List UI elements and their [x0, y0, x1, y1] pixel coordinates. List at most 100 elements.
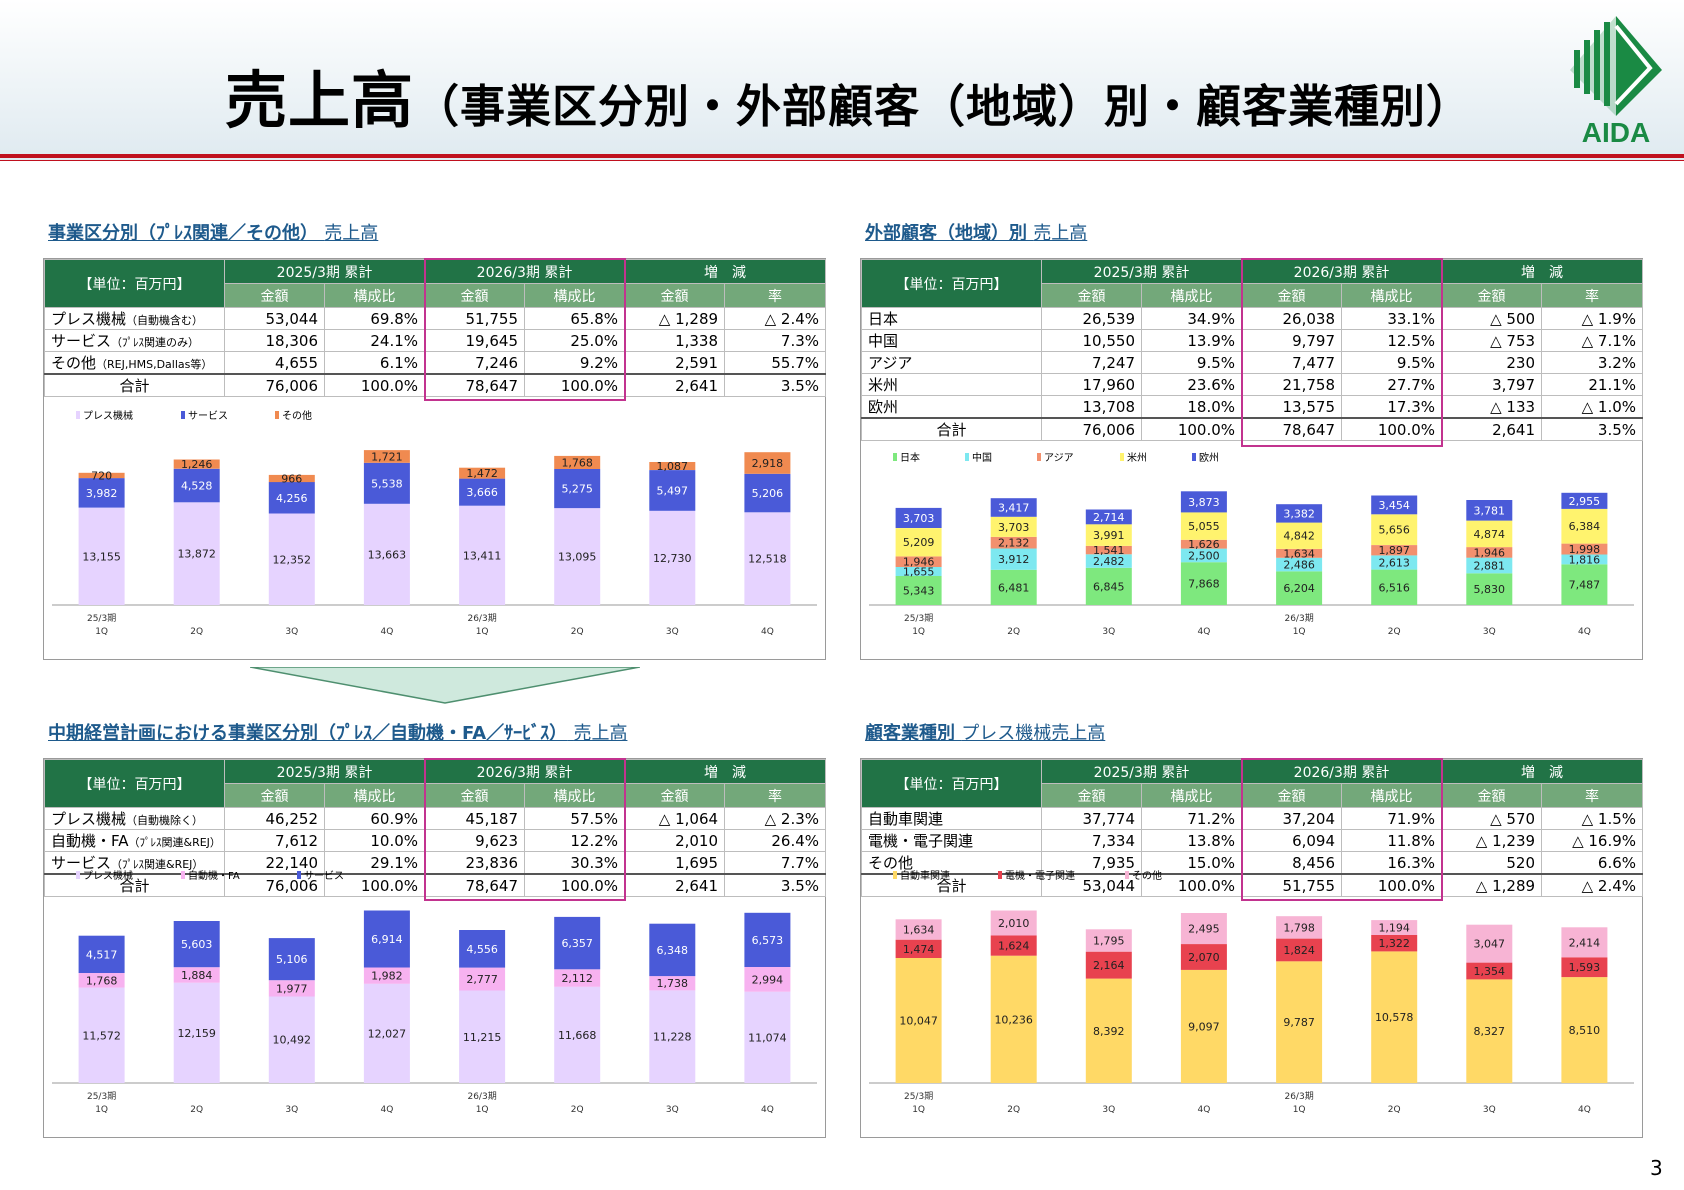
page-title: 売上高（事業区分別・外部顧客（地域）別・顧客業種別） — [225, 50, 1472, 140]
data-label: 1,768 — [86, 974, 118, 987]
bar-segment — [1085, 524, 1132, 546]
bar-segment — [895, 939, 942, 958]
data-label: 2,482 — [1093, 555, 1125, 568]
data-label: 1,634 — [903, 924, 935, 937]
table-cell: 100.0% — [1341, 417, 1443, 441]
bar-segment — [1371, 495, 1418, 515]
category-label: 4Q — [380, 1105, 393, 1115]
legend-item: アジア — [1037, 453, 1074, 464]
category-label: 1Q — [476, 627, 489, 637]
bar-segment — [363, 967, 410, 984]
data-label: 1,246 — [181, 458, 213, 471]
legend-label: 自動機・FA — [188, 869, 240, 882]
column-header: 構成比 — [323, 783, 426, 808]
row-label-main: 米州 — [868, 376, 899, 394]
category-label: 3Q — [1483, 627, 1496, 637]
row-label: 米州 — [861, 373, 1042, 396]
column-group-header: 2025/3期 累計 — [223, 759, 426, 784]
table-cell: △ 133 — [1441, 395, 1543, 419]
bar-segment — [895, 507, 942, 528]
bar-segment — [268, 513, 315, 605]
legend-label: アジア — [1044, 453, 1074, 464]
legend-swatch — [76, 871, 80, 879]
table-cell: 55.7% — [724, 351, 827, 375]
data-label: 1,795 — [1093, 935, 1125, 948]
data-label: 12,352 — [273, 553, 312, 566]
data-label: 12,730 — [653, 552, 692, 565]
data-label: 11,572 — [82, 1029, 121, 1042]
column-header: 金額 — [1041, 283, 1142, 308]
bar-segment — [1180, 491, 1227, 513]
data-label: 2,994 — [752, 973, 784, 986]
column-group-header: 2025/3期 累計 — [223, 259, 426, 284]
column-group-header: 2026/3期 累計 — [424, 259, 626, 284]
table-cell: 23.6% — [1140, 373, 1243, 396]
data-label: 3,047 — [1474, 938, 1506, 951]
category-label: 1Q — [95, 627, 108, 637]
bar-segment — [1561, 977, 1608, 1083]
data-label: 2,010 — [998, 917, 1029, 930]
table-subheader-row: 金額 構成比 金額 構成比 金額率 — [862, 283, 1644, 308]
category-label: 1Q — [1293, 1105, 1306, 1115]
bar-segment — [459, 478, 506, 506]
bar-segment — [895, 567, 942, 576]
section-title-midterm: 中期経営計画における事業区分別（ﾌﾟﾚｽ／自動機・FA／ｻｰﾋﾞｽ） 売上高 — [48, 719, 627, 745]
row-label: サービス（ﾌﾟﾚｽ関連&REJ） — [44, 851, 225, 875]
column-header: 金額 — [624, 283, 726, 308]
legend-swatch — [181, 871, 185, 879]
bar-segment — [1180, 944, 1227, 970]
unit-label: 【単位：百万円】 — [861, 259, 1042, 308]
data-label: 1,655 — [903, 566, 935, 579]
data-label: 5,275 — [561, 483, 593, 496]
table-subheader-row: 金額 構成比 金額 構成比 金額率 — [45, 783, 827, 808]
category-label: 2Q — [571, 627, 584, 637]
row-label-main: 中国 — [868, 332, 899, 350]
bar-segment — [173, 459, 220, 469]
table-cell: △ 1.0% — [1541, 395, 1644, 419]
column-group-header: 増 減 — [1441, 259, 1644, 284]
bar-segment — [173, 982, 220, 1083]
data-label: 1,634 — [1283, 547, 1315, 560]
column-group-header: 増 減 — [1441, 759, 1644, 784]
row-label: 自動機・FA（ﾌﾟﾚｽ関連&REJ） — [44, 829, 225, 852]
bar-segment — [78, 935, 125, 973]
column-group-header: 2026/3期 累計 — [1241, 259, 1443, 284]
row-label-main: サービス — [51, 854, 112, 872]
column-group-header: 増 減 — [624, 759, 827, 784]
data-label: 13,663 — [368, 548, 407, 561]
bar-segment — [363, 450, 410, 463]
table-cell: 7.3% — [724, 329, 827, 352]
bar-segment — [990, 935, 1037, 956]
bar-segment — [268, 996, 315, 1083]
table-cell: 25.0% — [524, 329, 626, 352]
bar-segment — [744, 912, 791, 967]
bar-segment — [990, 910, 1037, 936]
bar-segment — [459, 505, 506, 605]
bar-segment — [173, 967, 220, 983]
category-label: 3Q — [285, 627, 298, 637]
bar-segment — [990, 955, 1037, 1083]
section-title-business: 事業区分別（ﾌﾟﾚｽ関連／その他） 売上高 — [48, 219, 378, 245]
category-label: 2Q — [1007, 627, 1020, 637]
bar-segment — [1561, 492, 1608, 509]
data-label: 11,215 — [463, 1031, 502, 1044]
data-label: 1,816 — [1569, 553, 1601, 566]
table-row: サービス（ﾌﾟﾚｽ関連のみ） 18,306 24.1% 19,645 25.0% 1,33… — [44, 329, 827, 352]
table-cell: △ 1,289 — [1441, 873, 1543, 897]
category-label: 2Q — [190, 627, 203, 637]
column-group-header: 2026/3期 累計 — [424, 759, 626, 784]
table-subheader-row: 金額 構成比 金額 構成比 金額率 — [45, 283, 827, 308]
legend-item: その他 — [1125, 869, 1162, 882]
data-table: 【単位：百万円】 2025/3期 累計 2026/3期 累計増 減金額 構成比 金額 構成… — [861, 259, 1644, 441]
category-label: 2Q — [190, 1105, 203, 1115]
row-label-main: サービス — [51, 332, 112, 350]
bar-segment — [649, 510, 696, 605]
column-group-header: 2026/3期 累計 — [1241, 759, 1443, 784]
data-label: 6,481 — [998, 581, 1029, 594]
legend-swatch — [275, 411, 279, 419]
data-label: 2,070 — [1188, 951, 1220, 964]
category-label: 3Q — [1483, 1105, 1496, 1115]
column-header: 金額 — [424, 783, 526, 808]
data-label: 2,955 — [1569, 495, 1601, 508]
data-label: 10,236 — [994, 1013, 1032, 1026]
